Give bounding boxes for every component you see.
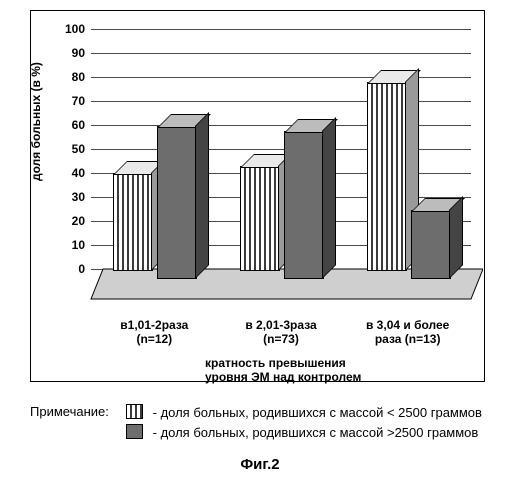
x-group-label: в 3,04 и болеераза (n=13) [353,319,463,347]
plot-area: 0102030405060708090100 в1,01-2раза(n=12)… [91,29,471,309]
xlabel-l1: в 2,01-3раза [245,318,316,332]
legend-swatch-solid-icon [126,424,143,439]
xlabel-l1: в1,01-2раза [120,318,188,332]
ytick-label: 30 [55,190,85,204]
chart-frame: доля больных (в %) 010203040506070809010… [30,10,485,382]
bar-solid [411,210,449,277]
ytick-label: 100 [55,22,85,36]
legend-swatch-stripe-icon [126,404,143,419]
bar-stripe [367,82,405,269]
x-axis-title-l1: кратность превышения [205,356,346,370]
legend-text-1: - доля больных, родившихся с массой >250… [153,425,479,440]
ytick-label: 0 [55,262,85,276]
y-axis-label: доля больных (в %) [29,62,43,181]
legend-row-0: - доля больных, родившихся с массой < 25… [126,404,490,420]
xlabel-l2: (n=12) [136,332,172,346]
ytick-label: 20 [55,214,85,228]
figure-caption: Фиг.2 [30,456,490,473]
ytick-label: 40 [55,166,85,180]
x-group-label: в 2,01-3раза(n=73) [226,319,336,347]
legend: Примечание: - доля больных, родившихся с… [30,400,490,444]
ytick-label: 70 [55,94,85,108]
legend-prefix: Примечание: [30,404,109,419]
ytick-label: 10 [55,238,85,252]
ytick-label: 50 [55,142,85,156]
page: доля больных (в %) 010203040506070809010… [0,0,513,500]
ytick-label: 90 [55,46,85,60]
xlabel-l1: в 3,04 и более [366,318,449,332]
bar-layer [91,29,471,309]
x-group-label: в1,01-2раза(n=12) [99,319,209,347]
legend-row-1: - доля больных, родившихся с массой >250… [126,424,490,440]
x-axis-title: кратность превышения уровня ЭМ над контр… [205,357,465,385]
bar-stripe [113,173,151,269]
bar-solid [284,131,322,277]
legend-text-0: - доля больных, родившихся с массой < 25… [153,405,482,420]
ytick-label: 80 [55,70,85,84]
bar-solid [157,126,195,277]
x-axis-title-l2: уровня ЭМ над контролем [205,370,361,384]
ytick-label: 60 [55,118,85,132]
xlabel-l2: раза (n=13) [375,332,441,346]
xlabel-l2: (n=73) [263,332,299,346]
bar-stripe [240,166,278,269]
